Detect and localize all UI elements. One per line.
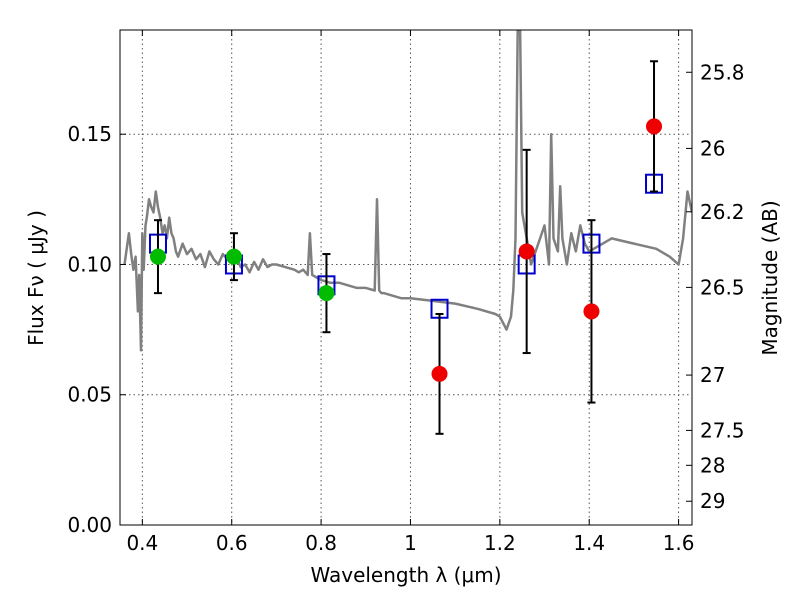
y2-tick-label: 28 [700, 453, 725, 477]
observed-point [646, 118, 663, 135]
y2-tick-label: 26 [700, 136, 725, 160]
x-tick-label: 1.2 [484, 531, 516, 555]
data-layer [123, 30, 692, 435]
grid-layer [120, 30, 692, 526]
clipped-data [123, 30, 692, 352]
observed-point [583, 303, 600, 320]
x-tick-label: 1.4 [573, 531, 605, 555]
x-tick-label: 0.8 [305, 531, 337, 555]
y2-tick-label: 26.2 [700, 200, 745, 224]
observed-point [318, 285, 335, 302]
x-tick-label: 1 [404, 531, 417, 555]
x-tick-label: 0.6 [216, 531, 248, 555]
y-tick-label: 0.15 [67, 122, 112, 146]
y2-tick-label: 27 [700, 363, 725, 387]
x-tick-label: 1.6 [663, 531, 695, 555]
plot-frame [119, 29, 693, 526]
tick-layer: 0.4 0.6 0.8 1 1.2 1.4 1.6 0.00 0.05 0.10 0.15 25.8 2… [67, 30, 745, 555]
y2-axis-title: Magnitude (AB) [758, 200, 782, 355]
y2-tick-label: 26.5 [700, 275, 745, 299]
y2-tick-label: 25.8 [700, 60, 745, 84]
x-tick-label: 0.4 [126, 531, 158, 555]
y-axis-title: Flux Fν ( μJy ) [24, 210, 48, 346]
y-tick-label: 0.05 [67, 383, 112, 407]
observed-point [225, 248, 242, 265]
observed-point [518, 243, 535, 260]
y2-tick-label: 29 [700, 489, 725, 513]
observed-point [431, 365, 448, 382]
y-tick-label: 0.00 [67, 513, 112, 537]
y-tick-label: 0.10 [67, 252, 112, 276]
observed-point [149, 248, 166, 265]
x-axis-title: Wavelength λ (μm) [310, 563, 501, 587]
spectrum-line [123, 30, 692, 352]
y2-tick-label: 27.5 [700, 418, 745, 442]
